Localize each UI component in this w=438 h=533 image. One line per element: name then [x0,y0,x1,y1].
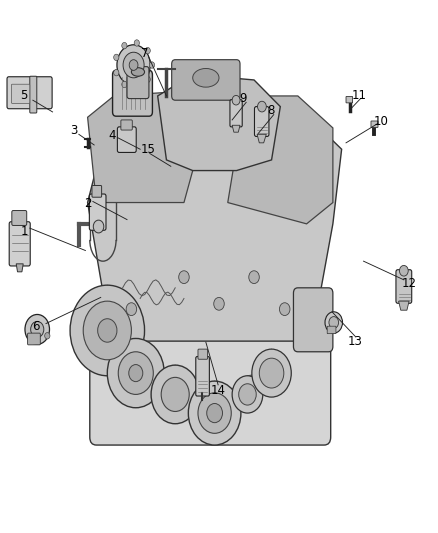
Circle shape [107,338,164,408]
Polygon shape [16,264,23,272]
Text: 7: 7 [141,47,148,60]
FancyBboxPatch shape [92,185,102,197]
Ellipse shape [131,68,145,76]
FancyBboxPatch shape [230,100,242,127]
Circle shape [93,220,104,233]
Polygon shape [88,96,342,341]
Circle shape [399,265,408,276]
Circle shape [252,349,291,397]
Circle shape [249,271,259,284]
FancyBboxPatch shape [293,288,333,352]
Circle shape [161,377,189,411]
Circle shape [25,314,49,344]
Circle shape [122,43,127,49]
Circle shape [259,358,284,388]
Circle shape [214,297,224,310]
Text: 13: 13 [347,335,362,348]
Circle shape [188,381,241,445]
FancyBboxPatch shape [7,77,52,109]
Circle shape [179,271,189,284]
Circle shape [129,60,138,70]
Circle shape [207,403,223,423]
Text: 9: 9 [239,92,247,105]
FancyBboxPatch shape [12,211,27,225]
Circle shape [329,317,339,328]
Text: 2: 2 [84,197,92,210]
Circle shape [98,319,117,342]
Polygon shape [399,301,409,310]
FancyBboxPatch shape [127,67,149,99]
Circle shape [21,89,27,96]
Text: 11: 11 [352,90,367,102]
FancyBboxPatch shape [346,96,353,103]
Ellipse shape [193,68,219,87]
FancyBboxPatch shape [9,222,30,266]
Circle shape [126,303,137,316]
Circle shape [232,95,240,105]
Circle shape [151,365,199,424]
Circle shape [279,303,290,316]
Text: 10: 10 [374,115,389,128]
Polygon shape [88,91,210,203]
Polygon shape [228,96,333,224]
Text: 5: 5 [21,90,28,102]
Circle shape [114,69,119,76]
Circle shape [145,76,150,83]
Polygon shape [158,75,280,171]
Circle shape [117,45,150,85]
Text: 14: 14 [211,384,226,397]
Polygon shape [257,134,266,143]
FancyBboxPatch shape [113,70,152,116]
Text: 8: 8 [267,104,274,117]
Circle shape [325,312,343,333]
FancyBboxPatch shape [11,84,30,103]
Text: 12: 12 [402,277,417,290]
FancyBboxPatch shape [198,349,208,359]
FancyBboxPatch shape [172,60,240,100]
Text: 6: 6 [32,320,40,333]
Circle shape [122,81,127,87]
FancyBboxPatch shape [371,121,378,127]
Circle shape [118,352,153,394]
FancyBboxPatch shape [327,326,336,334]
Circle shape [198,393,231,433]
Circle shape [31,321,44,337]
Circle shape [149,62,155,68]
FancyBboxPatch shape [254,107,269,136]
Circle shape [134,84,139,90]
Circle shape [45,333,50,339]
Text: 1: 1 [20,225,28,238]
FancyBboxPatch shape [89,194,106,230]
FancyBboxPatch shape [90,322,331,445]
Circle shape [14,89,20,96]
Circle shape [70,285,145,376]
Circle shape [129,365,143,382]
Text: 15: 15 [141,143,155,156]
Circle shape [239,384,256,405]
Text: 4: 4 [108,130,116,142]
FancyBboxPatch shape [196,357,209,396]
Text: 3: 3 [70,124,77,137]
FancyBboxPatch shape [121,120,132,130]
Circle shape [123,52,144,78]
Circle shape [145,47,150,54]
FancyBboxPatch shape [28,333,40,345]
Circle shape [114,54,119,61]
Polygon shape [232,125,240,132]
Circle shape [258,101,266,112]
FancyBboxPatch shape [117,127,136,152]
FancyBboxPatch shape [396,270,412,303]
Circle shape [83,301,131,360]
FancyBboxPatch shape [30,76,37,113]
Circle shape [134,40,139,46]
Circle shape [232,376,263,413]
